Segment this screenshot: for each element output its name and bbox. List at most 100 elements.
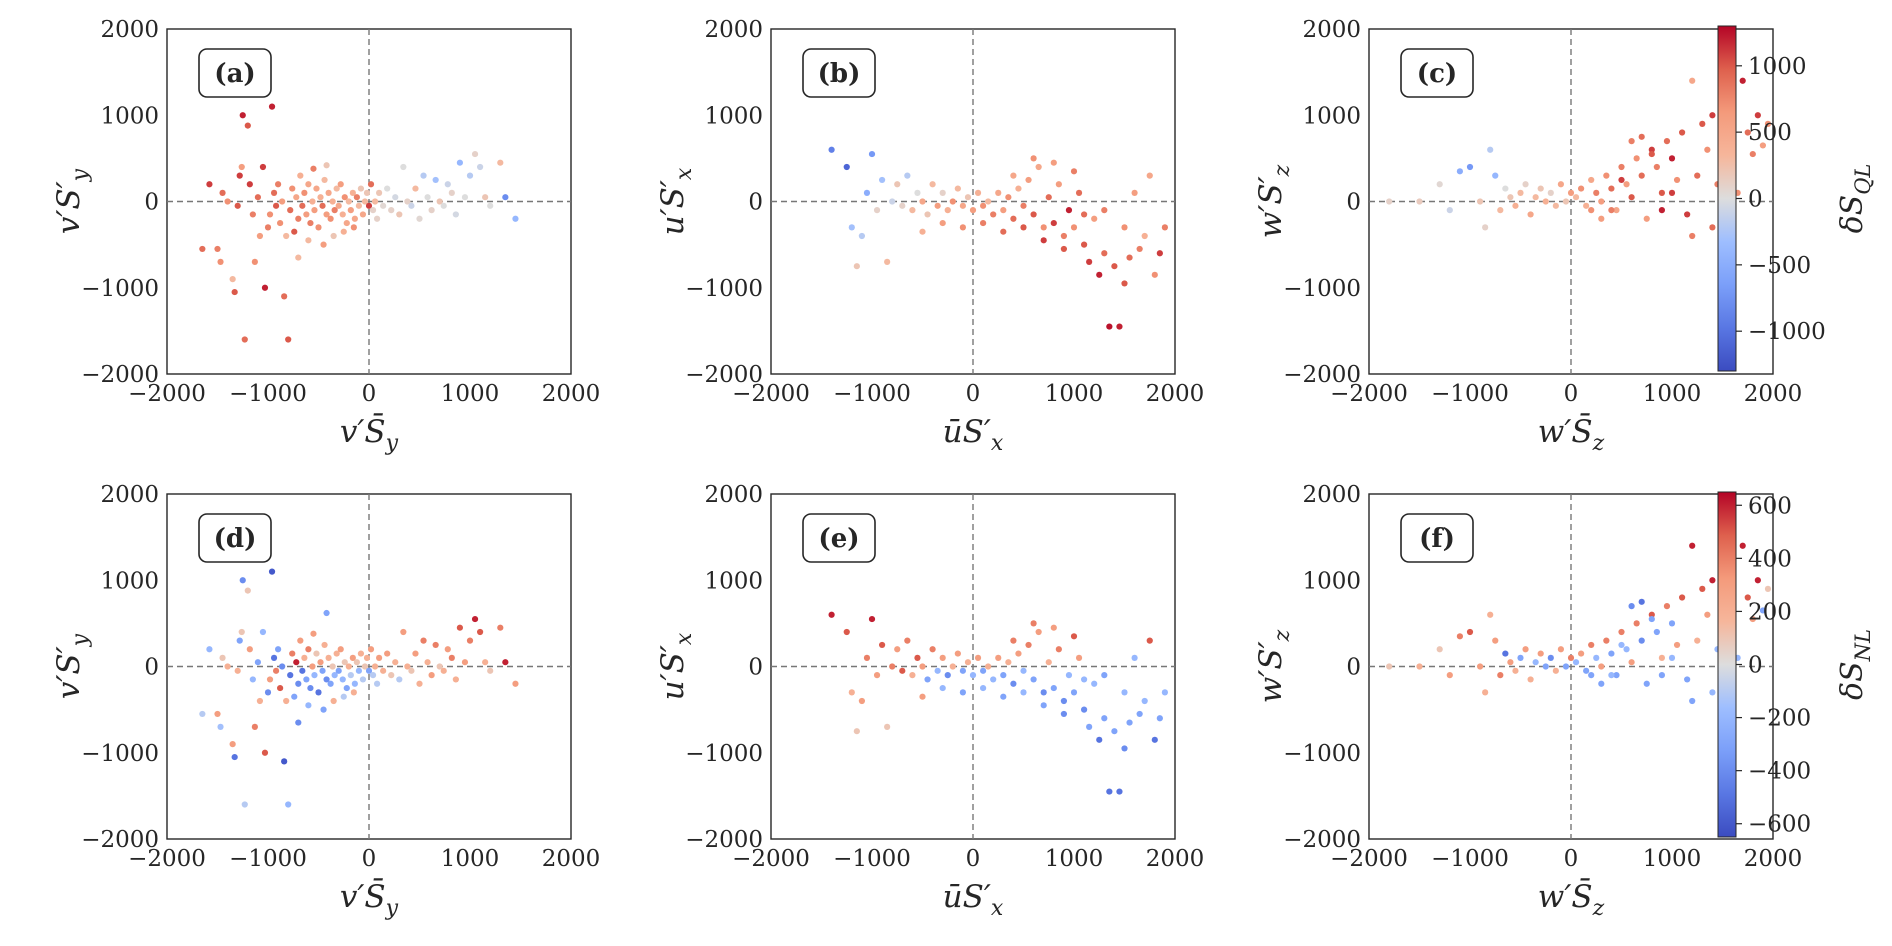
data-point (295, 254, 302, 261)
y-tick-label: 1000 (1302, 568, 1361, 594)
data-point (466, 172, 474, 179)
x-axis-label-subscript: y (385, 896, 399, 921)
panel-label-box (1400, 513, 1474, 563)
data-point (904, 637, 911, 644)
data-point (1091, 680, 1098, 687)
x-axis-label-subscript: z (1592, 896, 1605, 921)
data-point (287, 207, 294, 214)
data-point (1040, 237, 1047, 244)
panel-label-box (198, 513, 272, 563)
panel-label-box (198, 48, 272, 98)
data-point (229, 741, 236, 748)
data-point (310, 630, 317, 637)
x-axis-label-subscript: x (991, 431, 1004, 456)
y-axis-label-base: w′S′ (1253, 641, 1289, 703)
data-point (404, 663, 411, 670)
data-point (1709, 689, 1716, 696)
data-point (301, 654, 308, 661)
data-point (1638, 598, 1645, 605)
data-point (339, 676, 346, 683)
y-tick-label: −1000 (1283, 741, 1361, 767)
data-point (206, 181, 213, 188)
data-point (246, 181, 253, 188)
data-point (365, 667, 373, 674)
y-axis-label-subscript: z (1270, 629, 1295, 642)
data-point (310, 165, 317, 172)
x-tick-label: −1000 (229, 381, 307, 407)
data-point (392, 659, 399, 666)
data-point (1709, 224, 1716, 231)
data-point (853, 728, 860, 735)
x-tick-label: 0 (362, 846, 377, 872)
colorbar-tick-label: 500 (1748, 120, 1792, 146)
data-point (980, 219, 987, 227)
data-point (224, 663, 231, 670)
data-point (1030, 676, 1037, 683)
data-point (315, 224, 322, 231)
data-point (1156, 250, 1163, 257)
data-point (1643, 215, 1650, 222)
data-point (369, 672, 377, 679)
data-point (1161, 224, 1168, 231)
data-point (335, 667, 342, 674)
y-tick-label: 1000 (704, 103, 763, 129)
data-point (1020, 667, 1027, 674)
colorbar-label: δSNL (1835, 629, 1875, 700)
data-point (1618, 641, 1625, 649)
data-point (1754, 112, 1761, 119)
data-point (371, 663, 379, 670)
data-point (1759, 607, 1766, 614)
colorbar-tick-label: 600 (1748, 493, 1792, 519)
data-point (1055, 181, 1062, 188)
data-point (914, 654, 921, 661)
data-point (964, 194, 972, 201)
data-point (899, 202, 906, 209)
data-point (361, 198, 369, 205)
data-point (1638, 172, 1645, 179)
x-tick-label: 1000 (441, 381, 500, 407)
data-point (323, 676, 330, 683)
data-point (219, 189, 226, 196)
data-point (234, 202, 241, 209)
data-point (345, 198, 352, 205)
data-point (432, 641, 439, 649)
data-point (1588, 672, 1595, 679)
data-point (1608, 185, 1615, 192)
data-point (217, 723, 224, 730)
data-point (944, 672, 951, 679)
data-point (1070, 633, 1078, 640)
data-point (1101, 207, 1108, 214)
data-point (1436, 646, 1443, 653)
data-point (1638, 637, 1645, 644)
data-point (1648, 611, 1655, 618)
data-point (1588, 641, 1595, 649)
data-point (285, 801, 292, 808)
data-point (452, 211, 459, 218)
data-point (889, 198, 896, 205)
data-point (1668, 189, 1676, 196)
data-point (1025, 176, 1032, 184)
panel-label: (b) (818, 59, 861, 89)
data-point (919, 663, 926, 670)
data-point (408, 667, 415, 674)
panel-label-box (802, 513, 876, 563)
y-axis-label: u′S′x (655, 167, 697, 235)
y-tick-label: 0 (144, 190, 159, 216)
data-point (1446, 672, 1453, 679)
panel-c: −2000−2000 −1000 −1000 0 0 1000 1000 2000 2000 (c… (1253, 17, 1802, 456)
data-point (1643, 680, 1650, 687)
x-tick-label: −1000 (1431, 846, 1509, 872)
data-point (884, 258, 891, 265)
data-point (1060, 232, 1067, 240)
data-point (1668, 155, 1676, 162)
data-point (340, 693, 347, 700)
data-point (1020, 224, 1027, 231)
x-axis-label: ūS′x (943, 414, 1004, 456)
data-point (345, 663, 352, 670)
data-point (1386, 663, 1393, 670)
x-tick-label: −1000 (833, 846, 911, 872)
data-point (365, 202, 373, 209)
data-point (1081, 676, 1088, 683)
panel-label: (c) (1417, 59, 1457, 89)
data-point (1131, 654, 1138, 661)
